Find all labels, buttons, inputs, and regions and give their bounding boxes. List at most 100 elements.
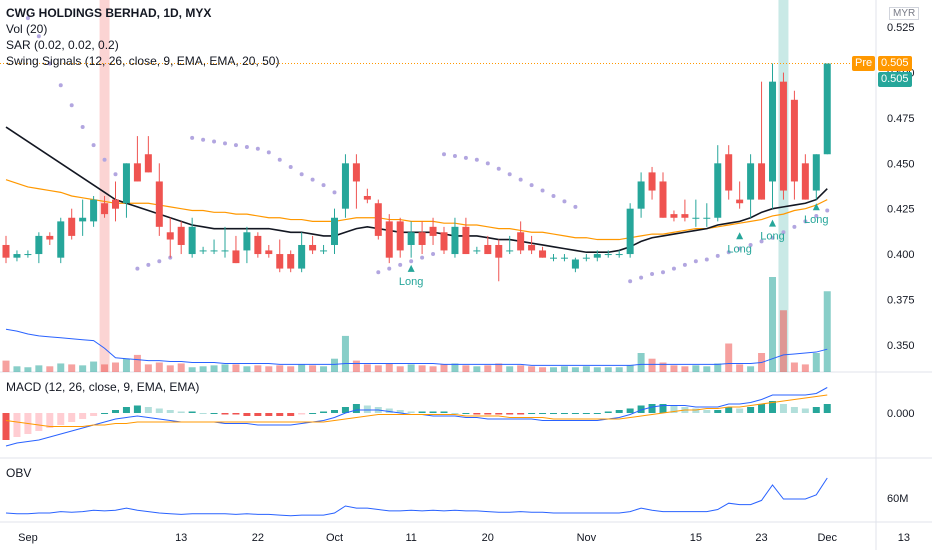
sar-dot <box>398 262 403 267</box>
macd-histogram-bar <box>407 411 415 413</box>
volume-bar <box>287 366 295 372</box>
obv-label[interactable]: OBV <box>6 466 32 480</box>
candle-body <box>823 63 831 155</box>
pre-market-price: 0.505 <box>878 56 912 71</box>
macd-histogram-bar <box>714 410 722 413</box>
symbol-title[interactable]: CWG HOLDINGS BERHAD, 1D, MYX <box>6 6 212 20</box>
macd-histogram-bar <box>517 413 525 415</box>
candle-body <box>144 154 152 173</box>
obv-line <box>5 477 828 517</box>
volume-bar <box>473 366 481 372</box>
macd-histogram-bar <box>550 413 557 414</box>
price-tick-label: 0.450 <box>887 158 915 170</box>
macd-histogram-bar <box>265 413 273 416</box>
currency-badge[interactable]: MYR <box>889 7 920 20</box>
candle-body <box>582 257 590 259</box>
signal-highlight-bar <box>99 0 110 372</box>
volume-bar <box>823 291 831 372</box>
indicator-swing-label[interactable]: Swing Signals (12, 26, close, 9, EMA, EM… <box>6 54 280 68</box>
candle-body <box>341 163 349 209</box>
macd-histogram-bar <box>341 407 349 413</box>
macd-histogram-bar <box>506 413 514 415</box>
volume-bar <box>451 363 459 372</box>
sar-dot <box>223 141 227 146</box>
volume-bar <box>506 366 514 372</box>
sar-dot <box>277 157 282 162</box>
macd-histogram-bar <box>254 413 262 416</box>
macd-histogram-bar <box>35 413 43 431</box>
sar-dot <box>387 266 392 271</box>
volume-bar <box>790 362 798 372</box>
volume-bar <box>221 364 229 372</box>
volume-bar <box>2 360 10 372</box>
candle-body <box>309 244 317 251</box>
sar-dot <box>704 257 709 262</box>
volume-bar <box>199 366 207 372</box>
sar-dot <box>529 183 534 188</box>
volume-bar <box>714 363 722 372</box>
time-tick-label: Nov <box>577 532 597 544</box>
sar-dot <box>562 199 567 204</box>
candle-body <box>451 226 459 255</box>
macd-histogram-bar <box>779 404 787 413</box>
candle-body <box>801 163 809 200</box>
candle-body <box>221 250 229 252</box>
price-tick-label: 0.525 <box>887 22 915 34</box>
time-tick-label: 13 <box>175 532 187 544</box>
macd-histogram-bar <box>144 407 152 413</box>
candle-body <box>736 199 744 204</box>
macd-histogram-bar <box>57 413 65 425</box>
long-signal-label: Long <box>727 243 751 255</box>
candle-body <box>13 254 21 258</box>
volume-bar <box>188 367 196 372</box>
sar-dot <box>431 252 436 257</box>
macd-histogram-bar <box>352 404 360 413</box>
sar-dot <box>409 259 414 264</box>
candle-body <box>560 257 568 259</box>
candle-body <box>112 199 119 209</box>
candle-body <box>681 214 689 218</box>
time-tick-label: Sep <box>18 532 38 544</box>
candle-body <box>385 221 393 258</box>
sar-dot <box>201 137 206 142</box>
sar-dot <box>650 272 655 277</box>
candle-body <box>188 226 196 255</box>
candle-body <box>648 172 656 191</box>
indicator-sar-label[interactable]: SAR (0.02, 0.02, 0.2) <box>6 38 119 52</box>
volume-bar <box>801 364 809 372</box>
sar-dot <box>518 177 523 182</box>
macd-histogram-bar <box>626 408 634 413</box>
candle-body <box>298 244 306 269</box>
candle-body <box>68 217 76 236</box>
macd-histogram-bar <box>560 413 568 414</box>
candle-body <box>593 254 601 258</box>
candle-body <box>155 181 163 227</box>
volume-bar <box>331 358 338 372</box>
volume-bar <box>418 365 426 372</box>
candle-body <box>35 235 43 255</box>
macd-histogram-bar <box>823 404 831 413</box>
sar-dot <box>25 16 30 21</box>
macd-label[interactable]: MACD (12, 26, close, 9, EMA, EMA) <box>6 380 200 394</box>
candle-body <box>363 195 371 200</box>
price-tick-label: 0.475 <box>887 113 915 125</box>
sar-dot <box>452 154 457 159</box>
volume-bar <box>637 353 645 372</box>
candle-body <box>571 259 579 269</box>
macd-histogram-bar <box>484 413 492 415</box>
candle-body <box>243 232 251 251</box>
volume-bar <box>46 366 54 372</box>
candle-body <box>122 163 130 204</box>
candle-body <box>484 244 492 255</box>
pre-market-badge: Pre <box>852 56 876 71</box>
volume-bar <box>429 366 437 372</box>
volume-bar <box>736 364 744 372</box>
candle-body <box>790 99 798 182</box>
macd-histogram-bar <box>648 404 656 413</box>
macd-histogram-bar <box>177 411 185 413</box>
macd-histogram-bar <box>758 404 766 413</box>
volume-bar <box>604 367 612 372</box>
sar-dot <box>442 152 446 157</box>
indicator-volume-label[interactable]: Vol (20) <box>6 22 48 36</box>
